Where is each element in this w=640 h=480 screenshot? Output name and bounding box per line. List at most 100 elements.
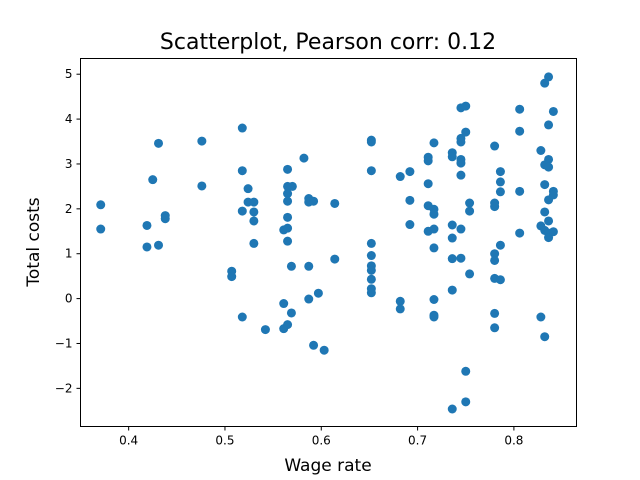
scatter-point: [515, 126, 525, 136]
scatter-point: [490, 249, 500, 259]
scatter-point: [515, 228, 525, 238]
scatter-point: [544, 162, 554, 172]
x-tick-label: 0.5: [215, 434, 234, 448]
scatter-point: [299, 153, 309, 163]
scatter-point: [456, 224, 466, 234]
scatter-point: [465, 206, 475, 216]
scatter-point: [286, 261, 296, 271]
scatter-point: [313, 288, 323, 298]
scatter-point: [447, 233, 457, 243]
scatter-point: [490, 255, 500, 265]
scatter-point: [366, 238, 376, 248]
scatter-point: [423, 156, 433, 166]
scatter-point: [405, 195, 415, 205]
scatter-point: [197, 181, 207, 191]
scatter-point: [536, 312, 546, 322]
scatter-point: [429, 224, 439, 234]
scatter-point: [237, 166, 247, 176]
scatter-point: [429, 138, 439, 148]
scatter-point: [197, 136, 207, 146]
scatter-point: [495, 177, 505, 187]
scatter-point: [287, 181, 297, 191]
data-points: [96, 72, 558, 414]
scatter-point: [456, 158, 466, 168]
scatter-point: [237, 206, 247, 216]
scatter-point: [249, 197, 259, 207]
scatter-point: [304, 261, 314, 271]
scatter-point: [447, 152, 457, 162]
y-tick-label: 4: [65, 112, 73, 126]
scatter-point: [490, 323, 500, 333]
scatter-point: [429, 243, 439, 253]
scatter-point: [96, 200, 106, 210]
scatter-point: [495, 167, 505, 177]
y-tick-label: 2: [65, 202, 73, 216]
scatter-point: [243, 184, 253, 194]
scatter-point: [309, 340, 319, 350]
scatter-point: [366, 274, 376, 284]
scatter-point: [237, 312, 247, 322]
plot-frame: [80, 58, 577, 427]
scatter-point: [461, 127, 471, 137]
scatter-point: [495, 240, 505, 250]
scatter-point: [447, 254, 457, 264]
scatter-point: [154, 240, 164, 250]
scatter-point: [319, 345, 329, 355]
scatter-point: [142, 242, 152, 252]
scatter-point: [249, 216, 259, 226]
scatter-point: [279, 299, 289, 309]
scatter-point: [304, 294, 314, 304]
scatter-point: [456, 253, 466, 263]
scatter-point: [465, 198, 475, 208]
scatter-point: [490, 308, 500, 318]
scatter-point: [461, 366, 471, 376]
scatter-point: [249, 207, 259, 217]
scatter-point: [249, 238, 259, 248]
x-tick-label: 0.8: [504, 434, 523, 448]
x-tick-label: 0.7: [408, 434, 427, 448]
y-tick-label: 1: [65, 247, 73, 261]
scatter-point: [429, 312, 439, 322]
scatter-point: [447, 220, 457, 230]
scatter-point: [447, 285, 457, 295]
scatter-point: [544, 216, 554, 226]
scatter-point: [456, 137, 466, 147]
axis-ticks: 0.4 0.5 0.6 0.7 0.8 −2 −1 0 1 2 3 4 5: [55, 67, 524, 447]
scatter-point: [461, 397, 471, 407]
scatter-point: [366, 265, 376, 275]
scatter-point: [154, 138, 164, 148]
scatter-point: [490, 202, 500, 212]
x-tick-label: 0.4: [119, 434, 138, 448]
scatter-point: [286, 308, 296, 318]
scatter-point: [330, 254, 340, 264]
scatter-point: [461, 101, 471, 111]
scatter-point: [456, 170, 466, 180]
scatter-point: [260, 325, 270, 335]
x-tick-label: 0.6: [312, 434, 331, 448]
scatter-point: [515, 104, 525, 114]
scatter-point: [366, 251, 376, 261]
scatter-point: [548, 227, 558, 237]
y-tick-label: −1: [55, 336, 73, 350]
scatter-point: [540, 180, 550, 190]
scatter-point: [465, 269, 475, 279]
scatter-point: [447, 404, 457, 414]
scatter-point: [405, 167, 415, 177]
scatter-point: [544, 72, 554, 82]
scatter-point: [395, 304, 405, 314]
y-tick-label: 3: [65, 157, 73, 171]
scatter-point: [395, 296, 405, 306]
scatter-point: [283, 223, 293, 233]
scatter-point: [142, 220, 152, 230]
scatter-point: [283, 196, 293, 206]
scatter-point: [366, 137, 376, 147]
scatter-point: [283, 189, 293, 199]
scatter-point: [283, 236, 293, 246]
scatter-point: [405, 220, 415, 230]
scatter-point: [366, 166, 376, 176]
scatter-point: [160, 214, 170, 224]
y-tick-label: 0: [65, 292, 73, 306]
scatter-point: [490, 141, 500, 151]
